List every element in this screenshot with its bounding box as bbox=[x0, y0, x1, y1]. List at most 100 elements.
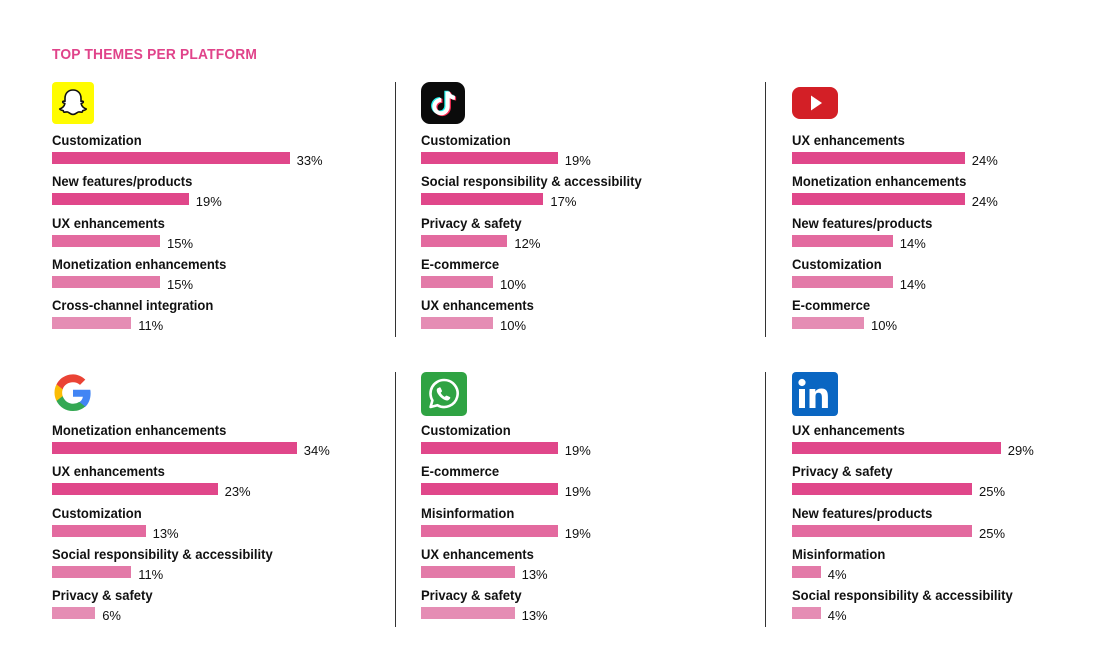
category-label: Monetization enhancements bbox=[52, 422, 227, 438]
category-label: E-commerce bbox=[421, 255, 500, 272]
category-label: Misinformation bbox=[421, 504, 515, 521]
bar-row: UX enhancements 29% bbox=[792, 422, 1092, 462]
category-label: Social responsibility & accessibility bbox=[52, 545, 273, 562]
bar bbox=[52, 442, 297, 454]
snapchat-icon bbox=[52, 82, 94, 124]
category-label: New features/products bbox=[792, 504, 933, 521]
bar-row: New features/products 25% bbox=[792, 505, 1092, 545]
category-label: Privacy & safety bbox=[421, 587, 522, 604]
bar bbox=[792, 317, 864, 330]
bar-row: Monetization enhancements 34% bbox=[52, 422, 352, 462]
google-icon bbox=[52, 372, 94, 414]
category-label: UX enhancements bbox=[792, 132, 905, 148]
bar bbox=[792, 234, 893, 247]
bar bbox=[792, 607, 821, 620]
value-label: 34% bbox=[303, 443, 330, 458]
category-label: Customization bbox=[792, 255, 882, 272]
bar-row: Misinformation 4% bbox=[792, 546, 1092, 586]
bar bbox=[421, 152, 558, 164]
bar-row: Privacy & safety 12% bbox=[421, 215, 721, 255]
bar-row: E-commerce 10% bbox=[421, 256, 721, 296]
google-panel: Monetization enhancements 34% UX enhanceme… bbox=[52, 372, 352, 642]
category-label: Privacy & safety bbox=[792, 463, 893, 480]
category-label: Customization bbox=[421, 132, 511, 148]
bar bbox=[792, 442, 1001, 454]
bar-row: Customization 19% bbox=[421, 132, 721, 172]
bar bbox=[421, 483, 558, 496]
bar bbox=[421, 317, 493, 330]
bar-row: Privacy & safety 13% bbox=[421, 587, 721, 627]
value-label: 11% bbox=[138, 566, 164, 582]
category-label: Customization bbox=[52, 132, 142, 148]
bar bbox=[792, 193, 965, 206]
category-label: Customization bbox=[52, 504, 142, 521]
bar bbox=[792, 275, 893, 288]
bar-row: UX enhancements 13% bbox=[421, 546, 721, 586]
category-label: Monetization enhancements bbox=[792, 173, 967, 190]
category-label: Social responsibility & accessibility bbox=[792, 587, 1013, 604]
value-label: 17% bbox=[550, 194, 577, 210]
value-label: 12% bbox=[514, 235, 541, 251]
bar bbox=[792, 483, 972, 496]
category-label: UX enhancements bbox=[52, 214, 165, 231]
category-label: Cross-channel integration bbox=[52, 297, 214, 314]
value-label: 24% bbox=[971, 153, 998, 168]
value-label: 10% bbox=[500, 276, 527, 292]
value-label: 19% bbox=[195, 194, 222, 210]
category-label: UX enhancements bbox=[52, 463, 165, 480]
category-label: UX enhancements bbox=[421, 297, 534, 314]
value-label: 10% bbox=[500, 318, 527, 334]
bar bbox=[792, 524, 972, 537]
bar-row: Cross-channel integration 11% bbox=[52, 297, 352, 337]
value-label: 29% bbox=[1007, 443, 1034, 458]
value-label: 19% bbox=[564, 153, 591, 168]
category-label: Privacy & safety bbox=[52, 587, 153, 604]
bar bbox=[52, 524, 146, 537]
value-label: 15% bbox=[167, 235, 194, 251]
value-label: 14% bbox=[899, 276, 926, 292]
value-label: 4% bbox=[827, 608, 847, 624]
value-label: 25% bbox=[979, 484, 1006, 500]
linkedin-panel: UX enhancements 29% Privacy & safety 25% New… bbox=[792, 372, 1092, 642]
bar bbox=[52, 152, 290, 164]
value-label: 19% bbox=[564, 443, 591, 458]
category-label: E-commerce bbox=[421, 463, 500, 480]
linkedin-icon bbox=[792, 372, 838, 416]
bar bbox=[421, 442, 558, 454]
bar-row: E-commerce 10% bbox=[792, 297, 1092, 337]
value-label: 24% bbox=[971, 194, 998, 210]
value-label: 23% bbox=[224, 484, 251, 500]
bar bbox=[52, 565, 132, 578]
category-label: Misinformation bbox=[792, 545, 886, 562]
value-label: 13% bbox=[152, 525, 179, 541]
bar bbox=[52, 275, 160, 288]
bar bbox=[421, 524, 558, 537]
bar bbox=[52, 317, 132, 330]
category-label: New features/products bbox=[792, 214, 933, 231]
bar-row: UX enhancements 15% bbox=[52, 215, 352, 255]
bar-row: New features/products 19% bbox=[52, 173, 352, 213]
bar-row: Monetization enhancements 24% bbox=[792, 173, 1092, 213]
bar bbox=[52, 234, 160, 247]
bar bbox=[792, 565, 821, 578]
category-label: Privacy & safety bbox=[421, 214, 522, 231]
bar bbox=[421, 607, 515, 620]
value-label: 19% bbox=[564, 484, 591, 500]
bar-row: Customization 19% bbox=[421, 422, 721, 462]
youtube-icon bbox=[792, 82, 838, 124]
category-label: E-commerce bbox=[792, 297, 871, 314]
value-label: 15% bbox=[167, 276, 194, 292]
bar-row: Social responsibility & accessibility 17% bbox=[421, 173, 721, 213]
bar bbox=[421, 275, 493, 288]
bar-row: Customization 13% bbox=[52, 505, 352, 545]
bar-row: Misinformation 19% bbox=[421, 505, 721, 545]
bar bbox=[792, 152, 965, 164]
category-label: UX enhancements bbox=[792, 422, 905, 438]
value-label: 25% bbox=[979, 525, 1006, 541]
value-label: 4% bbox=[827, 566, 847, 582]
category-label: Customization bbox=[421, 422, 511, 438]
bar-row: UX enhancements 10% bbox=[421, 297, 721, 337]
value-label: 6% bbox=[102, 608, 121, 624]
category-label: Monetization enhancements bbox=[52, 255, 227, 272]
column-divider bbox=[765, 82, 766, 337]
